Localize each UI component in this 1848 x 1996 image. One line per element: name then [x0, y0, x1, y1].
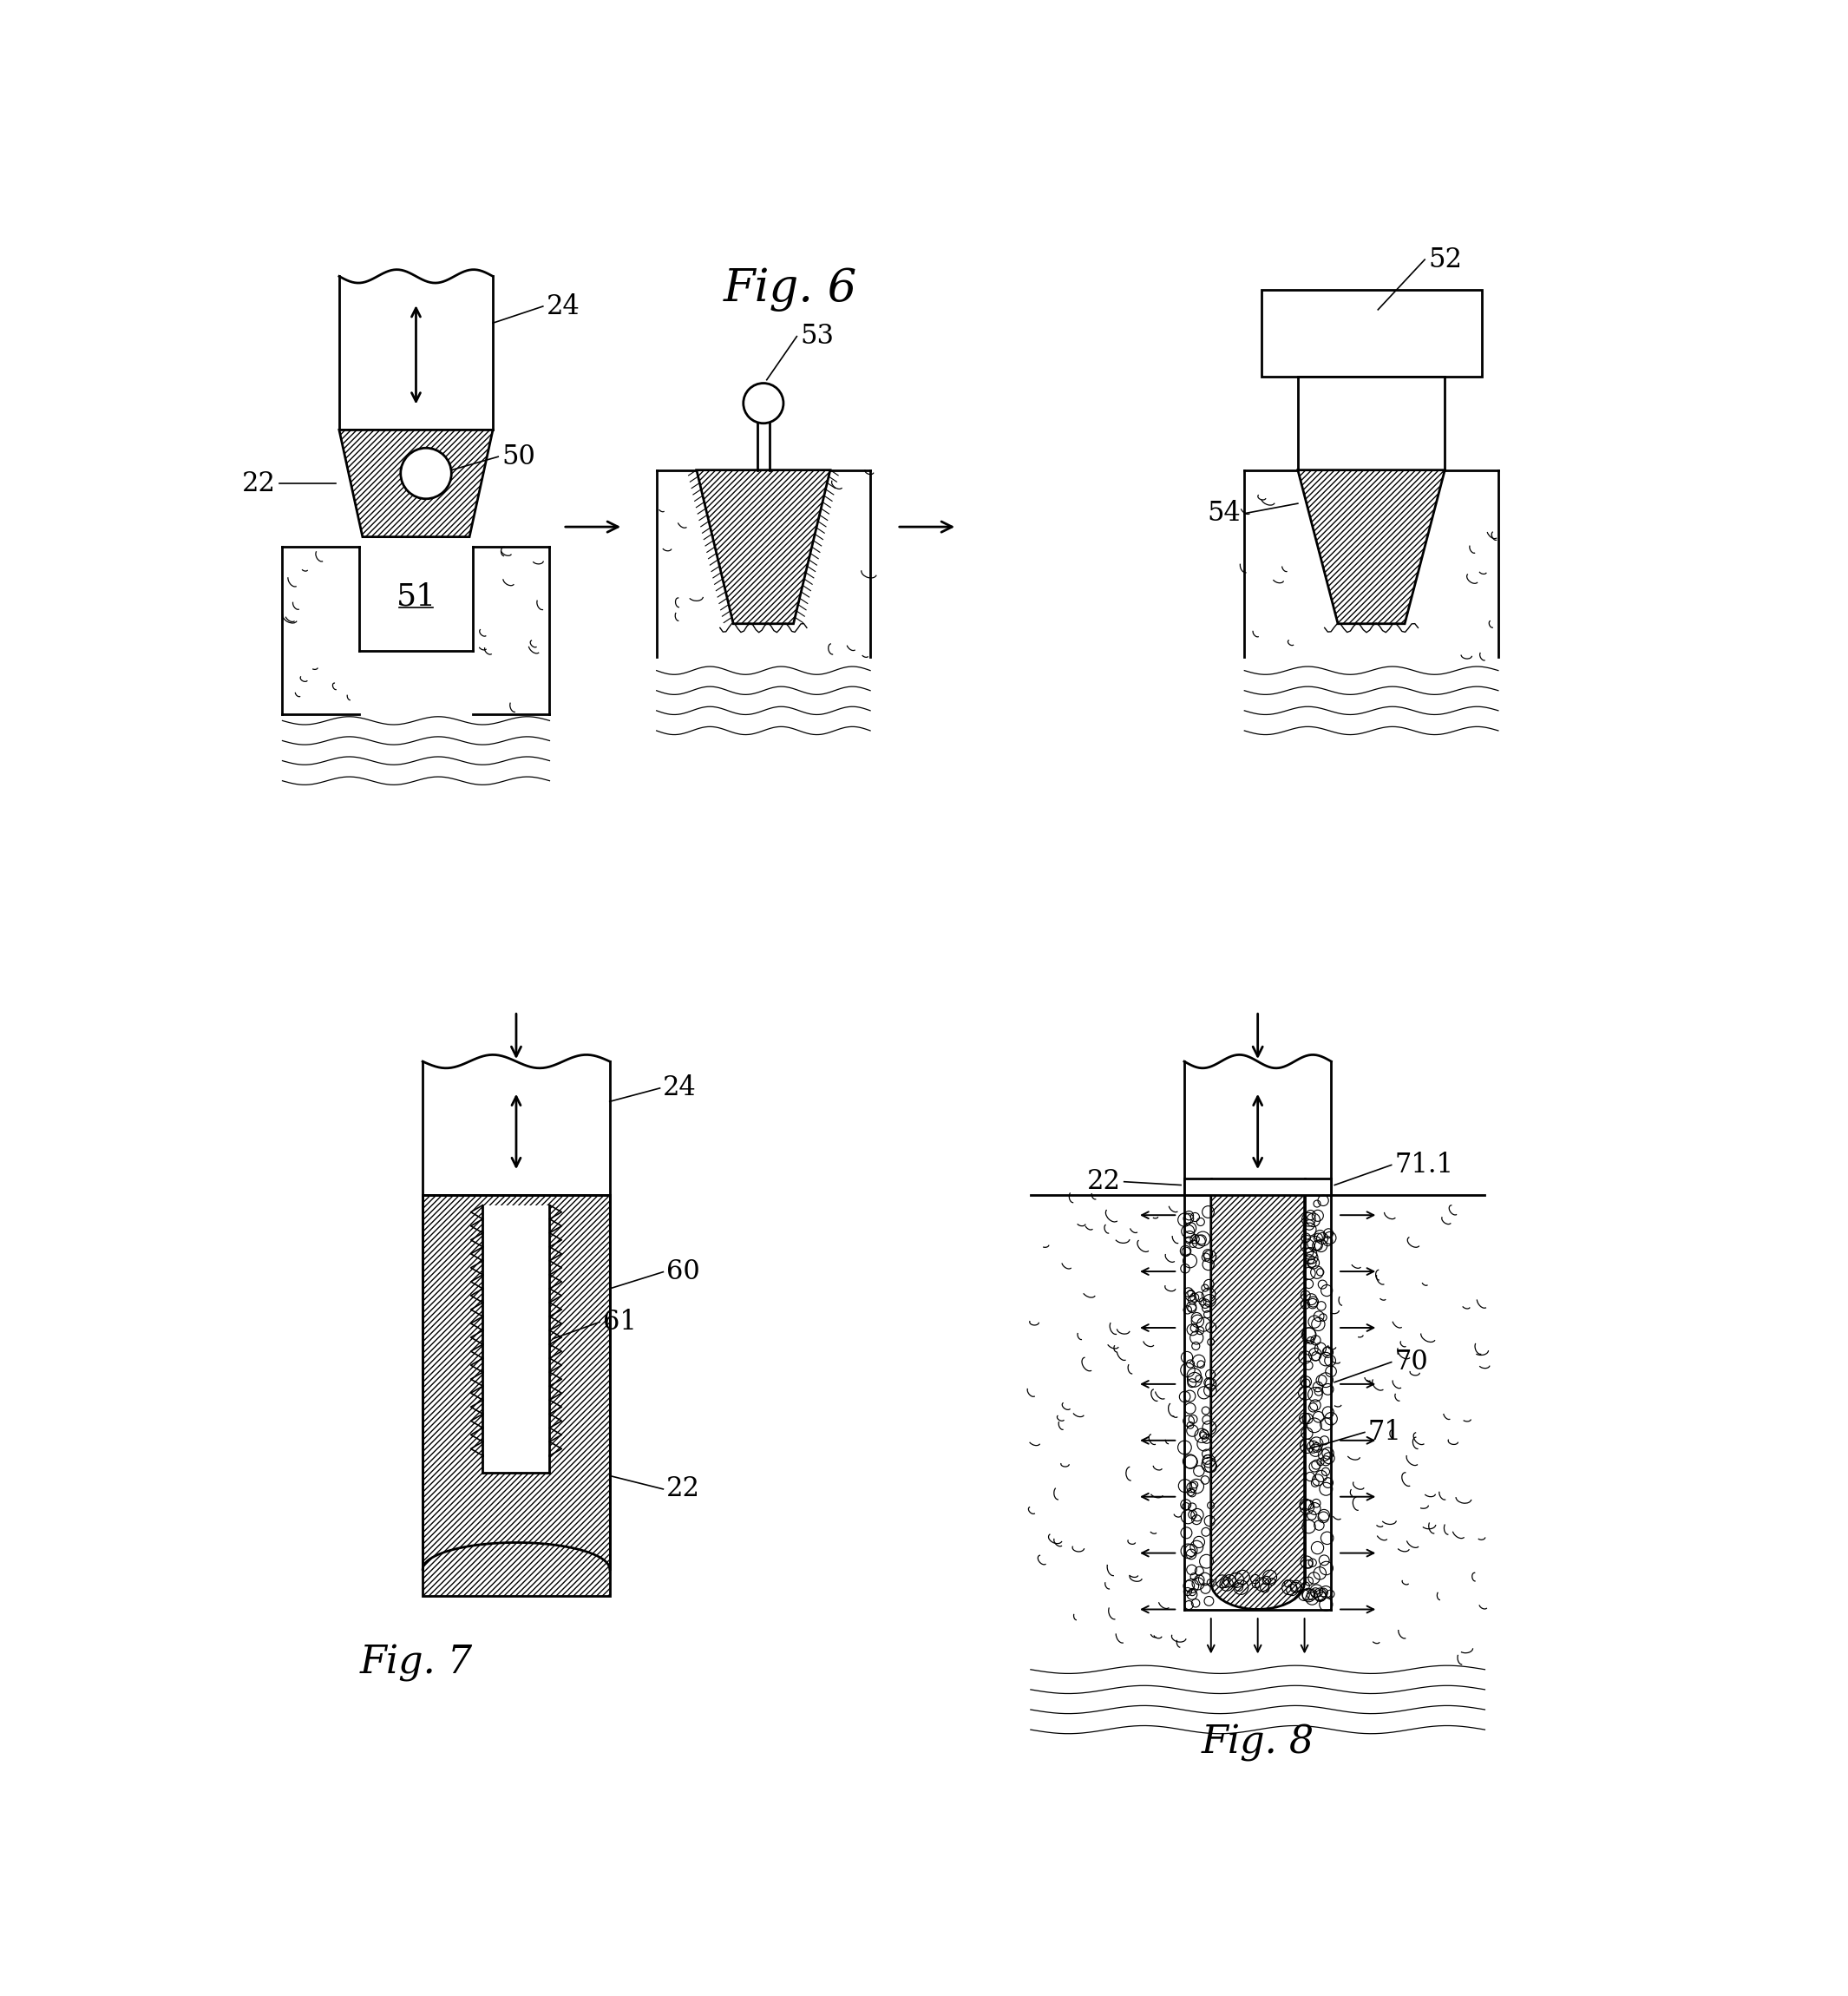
Text: 24: 24	[547, 293, 580, 319]
Text: 60: 60	[667, 1259, 700, 1285]
Circle shape	[401, 447, 451, 499]
Polygon shape	[482, 1455, 549, 1473]
Text: 71.1: 71.1	[1395, 1152, 1454, 1178]
Text: 24: 24	[663, 1074, 697, 1102]
Bar	[1297, 377, 1445, 469]
Text: 54: 54	[1207, 501, 1242, 527]
Polygon shape	[482, 1206, 549, 1455]
Text: 61: 61	[602, 1309, 638, 1335]
Text: 52: 52	[1429, 246, 1462, 273]
Text: 70: 70	[1395, 1349, 1429, 1375]
Circle shape	[743, 383, 784, 423]
Text: 53: 53	[800, 323, 833, 349]
Text: 71: 71	[1368, 1419, 1401, 1445]
Text: 22: 22	[242, 469, 275, 497]
Text: 50: 50	[501, 443, 536, 471]
Polygon shape	[1297, 471, 1445, 623]
Text: 51: 51	[395, 583, 436, 611]
Bar	[1260, 289, 1482, 377]
Text: 22: 22	[667, 1475, 700, 1503]
Text: Fig. 8: Fig. 8	[1201, 1725, 1314, 1762]
Polygon shape	[697, 471, 830, 623]
Text: 22: 22	[1087, 1168, 1120, 1196]
Polygon shape	[340, 429, 493, 537]
Text: Fig. 6: Fig. 6	[723, 267, 857, 311]
Text: Fig. 7: Fig. 7	[360, 1645, 473, 1681]
Polygon shape	[1210, 1196, 1305, 1609]
Bar	[1185, 1178, 1331, 1196]
Polygon shape	[423, 1196, 610, 1597]
